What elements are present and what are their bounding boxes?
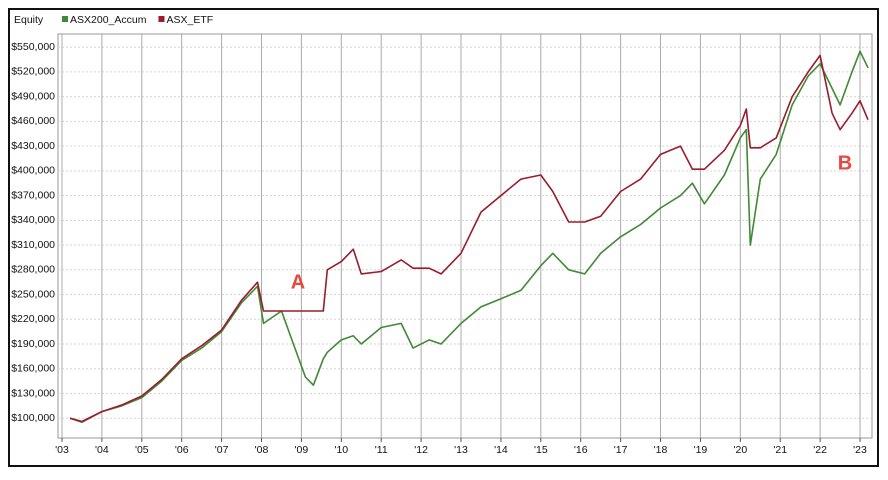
x-tick-label: '18 — [654, 444, 668, 456]
x-tick-label: '21 — [773, 444, 787, 456]
legend: ASX200_Accum ASX_ETF — [62, 14, 213, 26]
y-tick-label: $520,000 — [11, 66, 55, 78]
x-tick-label: '19 — [694, 444, 708, 456]
legend-swatch — [158, 16, 165, 22]
x-tick-label: '03 — [55, 444, 69, 456]
annotation: A — [291, 271, 305, 293]
legend-label: ASX200_Accum — [70, 14, 147, 26]
y-tick-label: $310,000 — [11, 239, 55, 251]
frame — [8, 8, 879, 467]
x-tick-label: '15 — [534, 444, 548, 456]
y-tick-label: $370,000 — [11, 189, 55, 201]
x-tick-label: '11 — [375, 444, 388, 456]
x-tick-label: '09 — [295, 444, 309, 456]
x-tick-label: '07 — [215, 444, 229, 456]
x-tick-label: '05 — [135, 444, 149, 456]
series-line — [69, 54, 869, 423]
grid: $100,000 $130,000 $160,000 $190,000 $220,000… — [11, 33, 873, 456]
y-axis-label: Equity — [14, 14, 44, 26]
y-tick-label: $100,000 — [11, 412, 55, 424]
x-tick-label: '22 — [813, 444, 827, 456]
x-tick-label: '17 — [614, 444, 628, 456]
legend-swatch — [62, 16, 68, 22]
y-tick-label: $280,000 — [11, 264, 55, 276]
x-tick-label: '06 — [175, 444, 189, 456]
x-tick-label: '13 — [454, 444, 468, 456]
x-tick-label: '23 — [853, 444, 867, 456]
y-tick-label: $190,000 — [11, 338, 55, 350]
y-tick-label: $220,000 — [11, 313, 55, 325]
y-tick-label: $490,000 — [11, 90, 55, 102]
y-tick-label: $340,000 — [11, 214, 55, 226]
legend-label: ASX_ETF — [166, 14, 213, 26]
plot-area — [57, 33, 873, 439]
plot — [69, 50, 869, 424]
annotation: B — [838, 152, 852, 174]
y-tick-label: $550,000 — [11, 41, 55, 53]
x-tick-label: '10 — [334, 444, 348, 456]
y-tick-label: $400,000 — [11, 165, 55, 177]
y-tick-label: $130,000 — [11, 387, 55, 399]
x-tick-label: '14 — [494, 444, 508, 456]
y-tick-label: $250,000 — [11, 288, 55, 300]
series-line — [69, 50, 869, 424]
x-tick-label: '08 — [255, 444, 269, 456]
x-tick-label: '16 — [574, 444, 588, 456]
x-tick-label: '20 — [733, 444, 747, 456]
y-tick-label: $460,000 — [11, 115, 55, 127]
x-tick-label: '04 — [95, 444, 109, 456]
x-tick-label: '12 — [414, 444, 428, 456]
y-tick-label: $160,000 — [11, 363, 55, 375]
y-tick-label: $430,000 — [11, 140, 55, 152]
